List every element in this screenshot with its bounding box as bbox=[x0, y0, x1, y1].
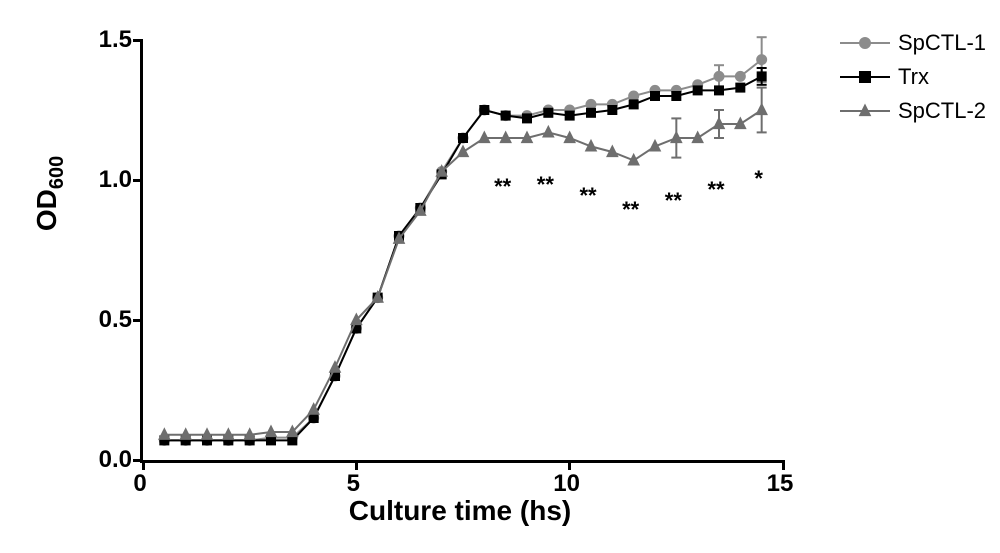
significance-annotation: ** bbox=[579, 183, 596, 209]
data-point bbox=[629, 100, 638, 109]
significance-annotation: * bbox=[754, 166, 763, 192]
data-point bbox=[693, 86, 702, 95]
legend-item: SpCTL-2 bbox=[840, 98, 986, 124]
x-tick bbox=[782, 460, 785, 470]
data-point bbox=[565, 111, 574, 120]
data-point bbox=[757, 72, 766, 81]
legend-swatch bbox=[840, 76, 890, 78]
legend: SpCTL-1 Trx SpCTL-2 bbox=[840, 30, 986, 132]
y-tick bbox=[133, 179, 143, 182]
data-point bbox=[735, 71, 745, 81]
y-tick-label: 1.5 bbox=[99, 26, 132, 54]
legend-label: Trx bbox=[898, 64, 929, 90]
data-point bbox=[736, 83, 745, 92]
x-tick bbox=[568, 460, 571, 470]
x-tick-label: 15 bbox=[767, 470, 794, 498]
y-tick-label: 0.0 bbox=[99, 446, 132, 474]
data-point bbox=[543, 126, 554, 137]
legend-label: SpCTL-2 bbox=[898, 98, 986, 124]
significance-annotation: ** bbox=[707, 177, 724, 203]
y-tick bbox=[133, 319, 143, 322]
data-point bbox=[288, 436, 297, 445]
chart-container: OD600 Culture time (hs) SpCTL-1TrxSpCTL-… bbox=[20, 20, 1000, 533]
x-tick-label: 0 bbox=[133, 470, 146, 498]
data-point bbox=[480, 106, 489, 115]
data-point bbox=[501, 111, 510, 120]
significance-annotation: ** bbox=[622, 197, 639, 223]
legend-item: SpCTL-1 bbox=[840, 30, 986, 56]
data-point bbox=[757, 55, 767, 65]
data-point bbox=[523, 114, 532, 123]
chart-svg bbox=[143, 40, 783, 460]
legend-swatch bbox=[840, 110, 890, 112]
data-point bbox=[458, 146, 469, 157]
x-tick-label: 10 bbox=[553, 470, 580, 498]
data-point bbox=[587, 108, 596, 117]
significance-annotation: ** bbox=[494, 174, 511, 200]
data-point bbox=[544, 108, 553, 117]
x-tick-label: 5 bbox=[347, 470, 360, 498]
legend-swatch bbox=[840, 42, 890, 44]
x-tick bbox=[355, 460, 358, 470]
significance-annotation: ** bbox=[537, 172, 554, 198]
y-tick-label: 0.5 bbox=[99, 306, 132, 334]
legend-item: Trx bbox=[840, 64, 986, 90]
y-tick bbox=[133, 39, 143, 42]
data-point bbox=[714, 71, 724, 81]
x-tick bbox=[142, 460, 145, 470]
x-axis-label: Culture time (hs) bbox=[140, 495, 780, 527]
data-point bbox=[267, 436, 276, 445]
y-axis-label: OD600 bbox=[31, 156, 69, 231]
data-point bbox=[715, 86, 724, 95]
data-point bbox=[756, 104, 767, 115]
data-point bbox=[672, 92, 681, 101]
significance-annotation: ** bbox=[665, 188, 682, 214]
legend-label: SpCTL-1 bbox=[898, 30, 986, 56]
data-point bbox=[309, 414, 318, 423]
data-point bbox=[459, 134, 468, 143]
data-point bbox=[651, 92, 660, 101]
y-tick-label: 1.0 bbox=[99, 166, 132, 194]
data-point bbox=[608, 106, 617, 115]
plot-area bbox=[140, 40, 783, 463]
